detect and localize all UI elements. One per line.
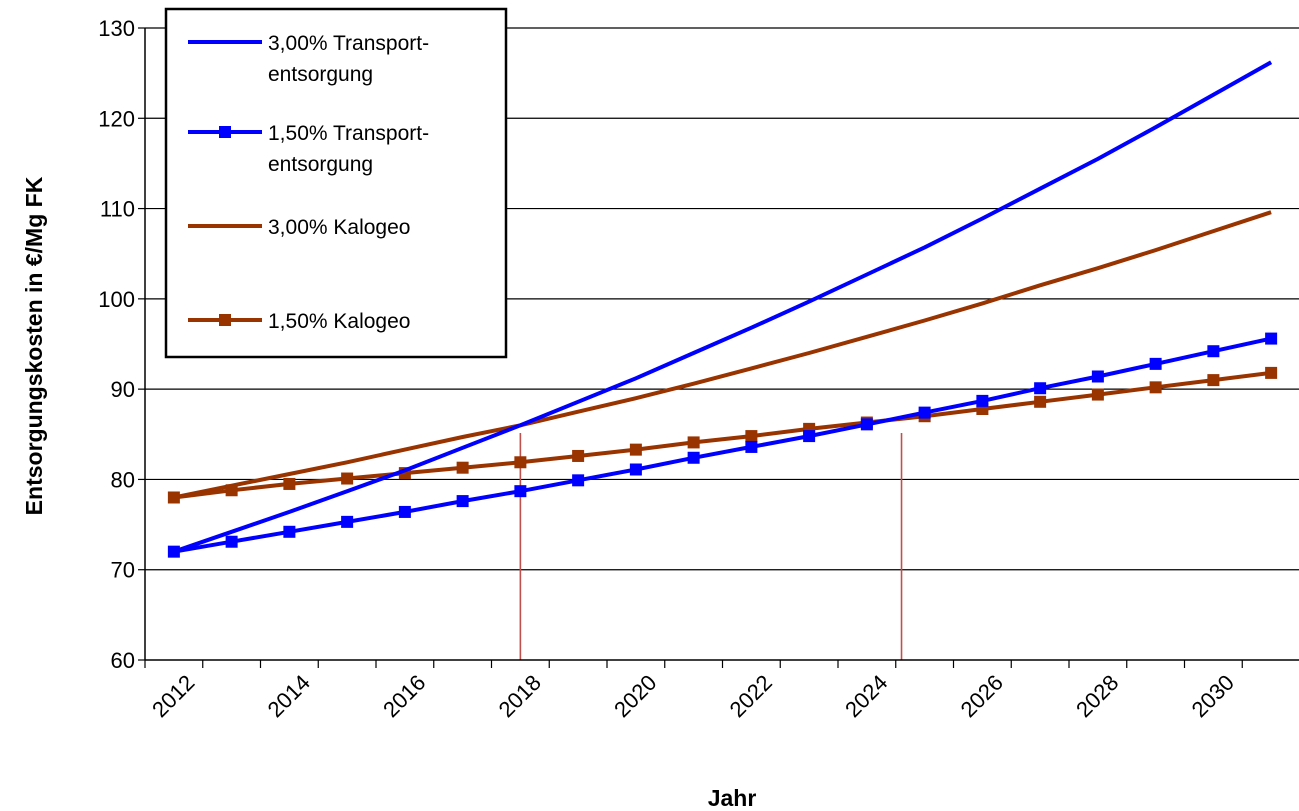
data-point <box>225 484 238 497</box>
data-point <box>1265 366 1278 379</box>
data-point <box>976 394 989 407</box>
y-tick-label: 100 <box>98 287 135 312</box>
y-tick-label: 70 <box>111 558 135 583</box>
data-point <box>745 430 758 443</box>
data-point <box>167 491 180 504</box>
x-tick-label: 2030 <box>1187 670 1239 722</box>
data-point <box>456 495 469 508</box>
legend-marker <box>219 314 231 326</box>
y-tick-label: 120 <box>98 106 135 131</box>
x-tick-label: 2024 <box>840 670 892 722</box>
y-tick-label: 80 <box>111 467 135 492</box>
data-point <box>803 430 816 443</box>
data-point <box>1207 374 1220 387</box>
series-line <box>173 60 1273 554</box>
data-point <box>341 515 354 528</box>
data-point <box>456 461 469 474</box>
x-tick-label: 2020 <box>609 670 661 722</box>
data-point <box>341 472 354 485</box>
data-point <box>687 436 700 449</box>
data-point <box>572 474 585 487</box>
legend-label: entsorgung <box>268 63 373 86</box>
x-tick-label: 2014 <box>263 670 315 722</box>
data-point <box>629 463 642 476</box>
x-tick-label: 2012 <box>147 670 199 722</box>
data-point <box>283 477 296 490</box>
data-point <box>860 418 873 431</box>
data-point <box>1149 357 1162 370</box>
data-point <box>745 440 758 453</box>
legend: 3,00% Transport-entsorgung 1,50% Transpor… <box>164 7 508 359</box>
data-point <box>1091 388 1104 401</box>
legend-label: 3,00% Transport- <box>268 32 429 55</box>
data-point <box>918 406 931 419</box>
x-tick-label: 2022 <box>725 670 777 722</box>
x-tick-label: 2016 <box>378 670 430 722</box>
series-line <box>173 210 1272 500</box>
series-line <box>173 336 1272 554</box>
y-tick-labels: 60 70 80 90 100 110 120 130 <box>98 16 135 673</box>
plot-area <box>167 60 1278 558</box>
data-point <box>1091 370 1104 383</box>
data-point <box>687 451 700 464</box>
x-tick-label: 2026 <box>956 670 1008 722</box>
legend-marker <box>219 126 231 138</box>
y-tick-label: 130 <box>98 16 135 41</box>
legend-label: 1,50% Transport- <box>268 122 429 145</box>
y-tick-label: 110 <box>100 197 135 222</box>
data-point <box>1034 395 1047 408</box>
data-point <box>1265 332 1278 345</box>
data-point <box>1149 381 1162 394</box>
legend-label: 3,00% Kalogeo <box>268 216 410 239</box>
data-point <box>225 535 238 548</box>
data-point <box>572 449 585 462</box>
axes <box>138 27 1299 668</box>
vertical-markers <box>519 433 903 660</box>
y-tick-label: 60 <box>111 648 135 673</box>
x-tick-label: 2018 <box>494 670 546 722</box>
x-tick-labels: 2012 2014 2016 2018 2020 2022 2024 2026 2028 2030 <box>147 670 1239 722</box>
legend-label: entsorgung <box>268 153 373 176</box>
x-tick-label: 2028 <box>1071 670 1123 722</box>
data-point <box>1207 345 1220 358</box>
data-point <box>1034 382 1047 395</box>
x-axis-title: Jahr <box>708 785 757 811</box>
data-point <box>514 456 527 469</box>
data-point <box>283 525 296 538</box>
data-point <box>398 505 411 518</box>
series-line <box>173 370 1272 500</box>
y-tick-label: 90 <box>111 377 135 402</box>
y-axis-title: Entsorgungskosten in €/Mg FK <box>21 176 47 515</box>
legend-box <box>164 7 508 359</box>
data-point <box>514 485 527 498</box>
data-point <box>629 443 642 456</box>
legend-label: 1,50% Kalogeo <box>268 310 410 333</box>
